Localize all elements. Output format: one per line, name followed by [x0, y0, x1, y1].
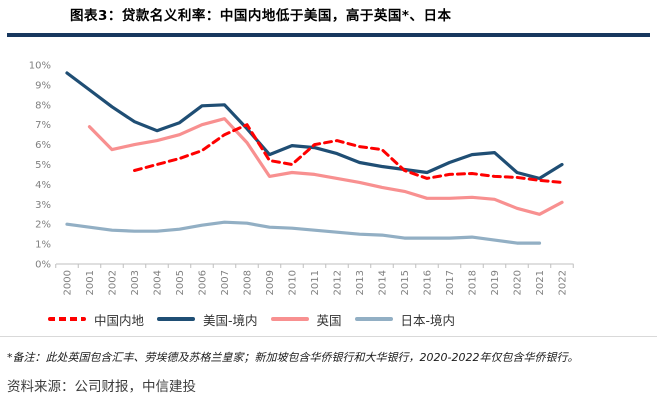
y-tick-label: 2%: [35, 220, 51, 231]
chart-header: 图表3：贷款名义利率：中国内地低于美国，高于英国*、日本: [0, 0, 657, 37]
x-tick-label: 2005: [175, 270, 186, 295]
y-tick-label: 0%: [35, 260, 51, 271]
x-tick-label: 2002: [108, 270, 119, 295]
x-tick-label: 2018: [468, 270, 479, 295]
legend-item-1: 英国: [270, 310, 342, 329]
legend-item-0: 日本-境内: [354, 310, 456, 329]
x-tick-label: 2008: [243, 270, 254, 295]
x-tick-label: 2017: [445, 270, 456, 295]
y-tick-label: 6%: [35, 140, 51, 151]
legend-label-1: 英国: [316, 312, 342, 328]
x-tick-label: 2004: [153, 270, 164, 295]
y-tick-label: 7%: [35, 120, 51, 131]
x-tick-label: 2007: [220, 270, 231, 295]
legend-label-3: 中国内地: [94, 312, 145, 328]
title-underline-rule: [7, 33, 650, 37]
chart-title: 图表3：贷款名义利率：中国内地低于美国，高于英国*、日本: [70, 8, 452, 24]
y-tick-label: 3%: [35, 200, 51, 211]
series-line-3: [133, 123, 564, 184]
legend-label-0: 日本-境内: [400, 312, 456, 328]
series-line-0: [65, 220, 542, 245]
y-tick-label: 4%: [35, 180, 51, 191]
legend-item-2: 美国-境内: [157, 310, 258, 329]
x-tick-label: 2011: [310, 270, 321, 295]
y-tick-label: 5%: [35, 160, 51, 171]
source-text: 资料来源：公司财报，中信建投: [7, 379, 196, 395]
chart-area: 0% 1% 2% 3% 4% 5% 6% 7% 8% 9% 10% 2000 2001 2002 2003 2…: [0, 37, 657, 305]
x-tick-label: 2006: [198, 270, 209, 295]
series-line-1: [87, 117, 564, 216]
x-tick-label: 2014: [378, 270, 389, 295]
x-tick-label: 2019: [490, 270, 501, 295]
x-tick-label: 2015: [400, 270, 411, 295]
y-tick-label: 9%: [35, 80, 51, 91]
legend-item-3: 中国内地: [48, 310, 144, 329]
x-tick-label: 2000: [63, 270, 74, 295]
x-tick-label: 2003: [130, 270, 141, 295]
x-tick-label: 2021: [535, 270, 546, 295]
x-tick-label: 2010: [288, 270, 299, 295]
y-tick-label: 8%: [35, 100, 51, 111]
legend-swatch-0: [354, 317, 393, 321]
legend-swatch-2: [157, 317, 196, 321]
x-tick-label: 2020: [513, 270, 524, 295]
legend-swatch-1: [270, 317, 309, 321]
series-line-2: [65, 71, 564, 180]
footer-divider: [0, 336, 657, 337]
x-tick-label: 2012: [333, 270, 344, 295]
legend: 中国内地 美国-境内 英国 日本-境内: [48, 309, 657, 329]
y-tick-label: 1%: [35, 240, 51, 251]
line-chart: 0% 1% 2% 3% 4% 5% 6% 7% 8% 9% 10% 2000 2001 2002 2003 2…: [29, 61, 574, 295]
legend-label-2: 美国-境内: [203, 312, 258, 328]
x-tick-label: 2009: [265, 270, 276, 295]
y-tick-label: 10%: [29, 61, 51, 72]
legend-swatch-3: [48, 317, 86, 321]
x-tick-label: 2022: [558, 270, 569, 295]
x-tick-label: 2001: [85, 270, 96, 295]
footnote-text: *备注：此处英国包含汇丰、劳埃德及苏格兰皇家；新加坡包含华侨银行和大华银行，20…: [7, 351, 579, 364]
x-tick-label: 2016: [423, 270, 434, 295]
x-tick-label: 2013: [355, 270, 366, 295]
